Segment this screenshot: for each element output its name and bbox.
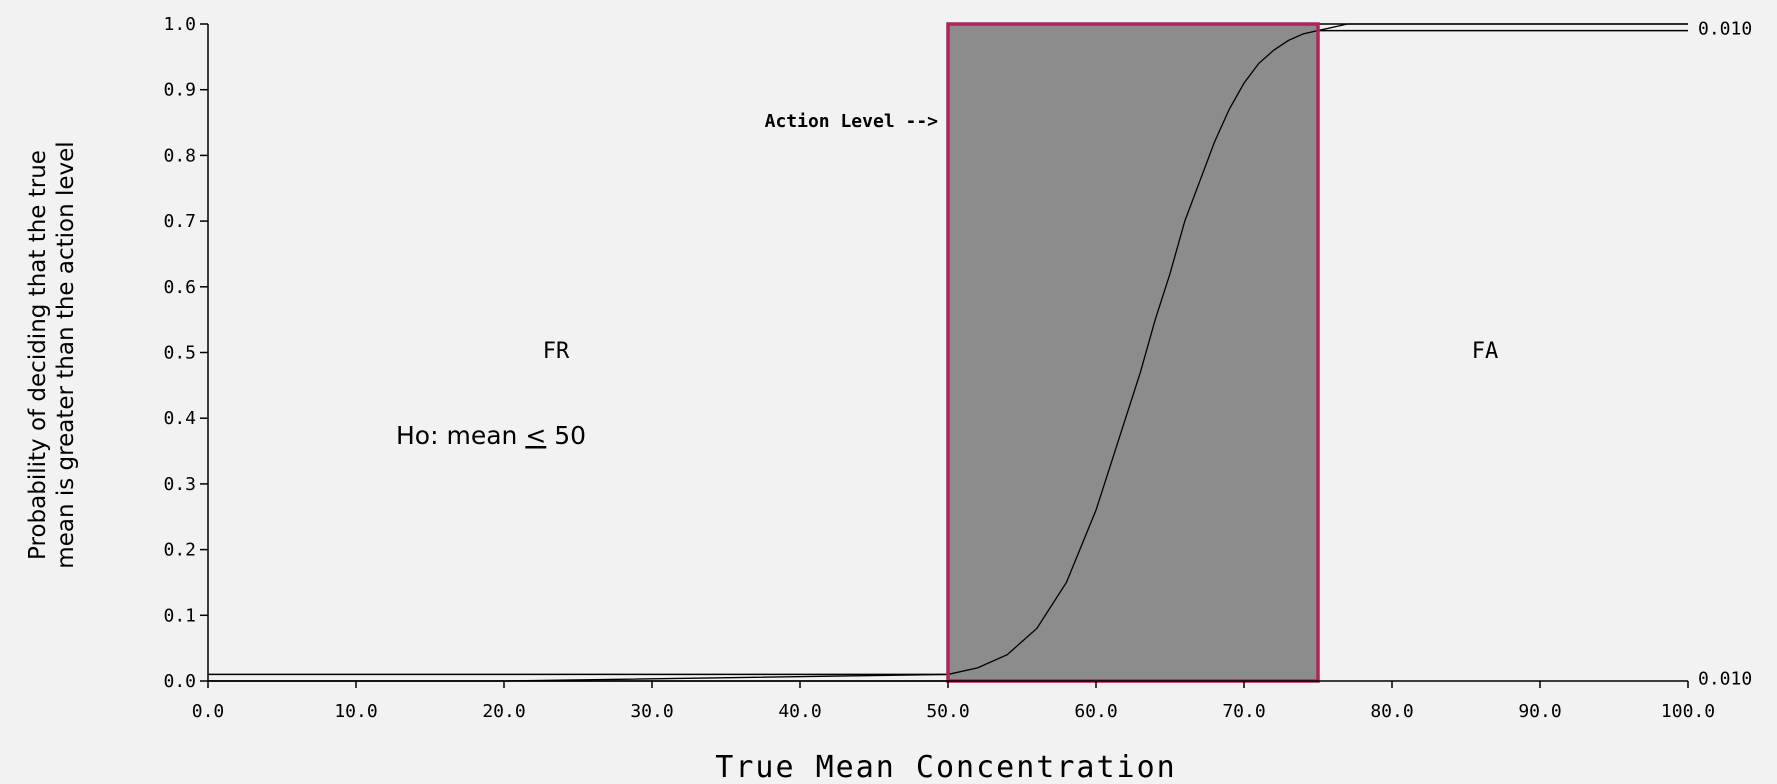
x-axis-ticks: 0.0 10.0 20.0 30.0 40.0 50.0 60.0 70.0 80.0 90.0 1… bbox=[192, 681, 1715, 722]
x-tick-label: 40.0 bbox=[778, 701, 821, 722]
y-axis-title-line-2: mean is greater than the action level bbox=[53, 141, 79, 568]
ho-symbol: < bbox=[525, 421, 546, 450]
y-tick-label: 1.0 bbox=[163, 14, 196, 35]
y-tick-label: 0.0 bbox=[163, 671, 196, 692]
x-tick-label: 50.0 bbox=[926, 701, 969, 722]
y-axis-title: Probability of deciding that the true me… bbox=[25, 141, 79, 568]
ho-value: 50 bbox=[546, 421, 586, 450]
y-tick-label: 0.3 bbox=[163, 474, 196, 495]
fa-label: FA bbox=[1472, 339, 1499, 364]
y-tick-label: 0.8 bbox=[163, 145, 196, 166]
x-tick-label: 0.0 bbox=[192, 701, 225, 722]
x-tick-label: 70.0 bbox=[1222, 701, 1265, 722]
x-tick-label: 60.0 bbox=[1074, 701, 1117, 722]
fr-label: FR bbox=[543, 339, 570, 364]
y-tick-label: 0.1 bbox=[163, 605, 196, 626]
x-tick-label: 20.0 bbox=[482, 701, 525, 722]
gray-region bbox=[948, 24, 1318, 681]
y-tick-label: 0.6 bbox=[163, 277, 196, 298]
ho-prefix: Ho: mean bbox=[396, 421, 525, 450]
y-tick-label: 0.9 bbox=[163, 80, 196, 101]
y-tick-label: 0.5 bbox=[163, 343, 196, 364]
x-tick-label: 80.0 bbox=[1370, 701, 1413, 722]
y-axis-ticks: 0.0 0.1 0.2 0.3 0.4 0.5 0.6 0.7 0.8 0.9 1.0 bbox=[163, 14, 208, 692]
x-tick-label: 90.0 bbox=[1518, 701, 1561, 722]
y-tick-label: 0.7 bbox=[163, 211, 196, 232]
x-tick-label: 100.0 bbox=[1661, 701, 1715, 722]
y-tick-label: 0.2 bbox=[163, 540, 196, 561]
y-axis-title-line-1: Probability of deciding that the true bbox=[25, 150, 51, 560]
tolerance-band-label: 0.010 bbox=[1698, 669, 1752, 690]
tolerance-band-label: 0.010 bbox=[1698, 18, 1752, 39]
x-tick-label: 30.0 bbox=[630, 701, 673, 722]
x-tick-label: 10.0 bbox=[334, 701, 377, 722]
oc-curve-line bbox=[208, 23, 1688, 682]
y-tick-label: 0.4 bbox=[163, 408, 196, 429]
x-axis-title: True Mean Concentration bbox=[715, 750, 1176, 784]
null-hypothesis-label: Ho: mean < 50 bbox=[396, 421, 586, 450]
action-level-annotation: Action Level --> bbox=[765, 111, 939, 132]
